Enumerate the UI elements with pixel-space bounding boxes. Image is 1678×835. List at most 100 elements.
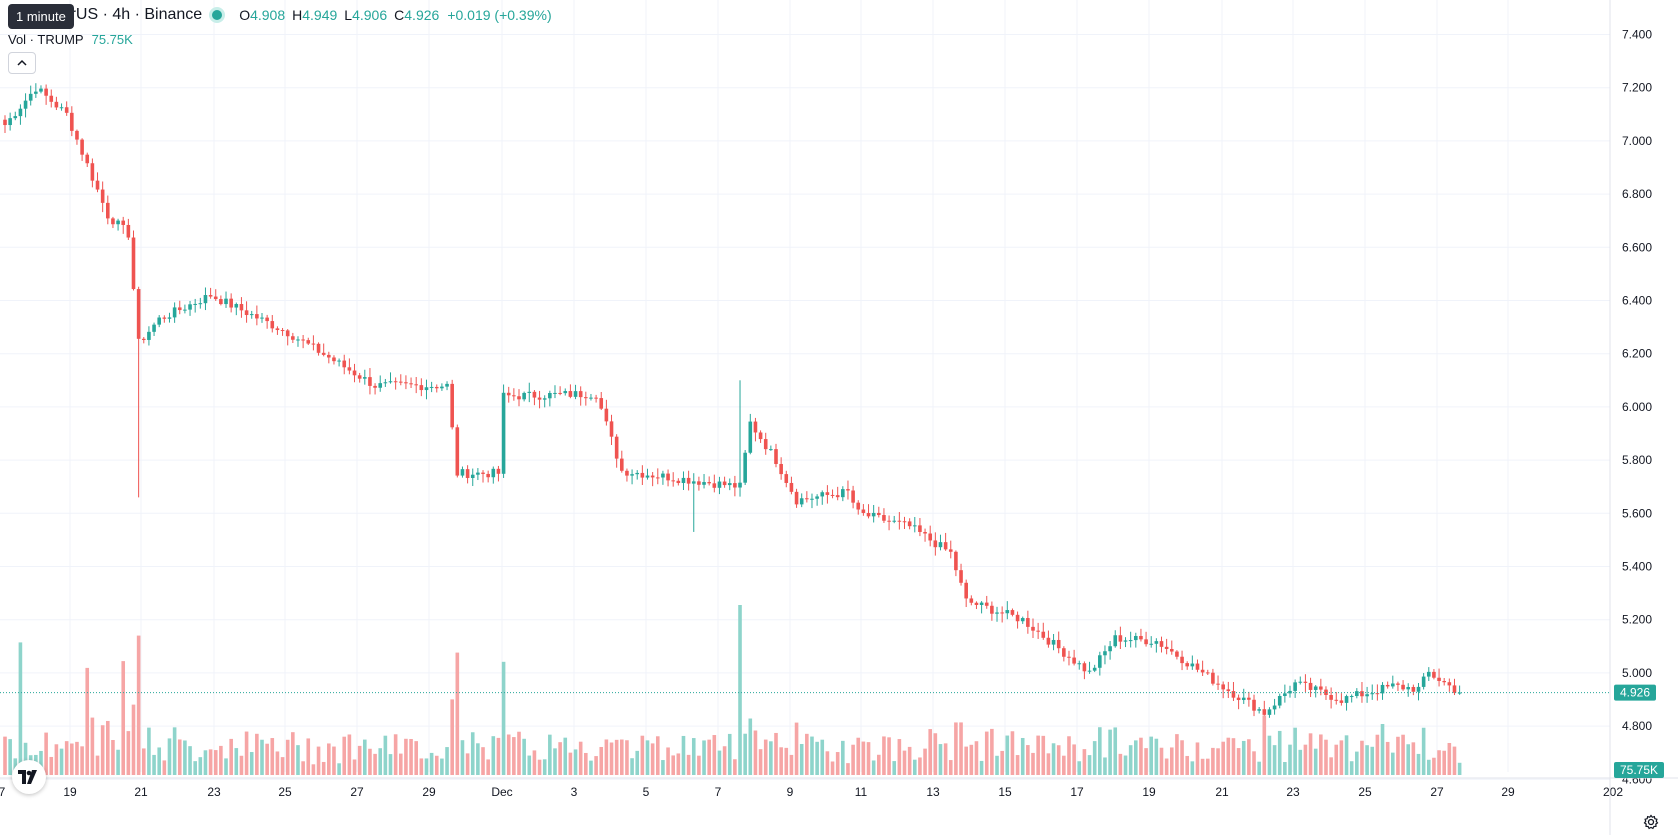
candle-body [938,542,943,548]
volume-bar [676,753,681,775]
volume-bar [841,740,845,775]
candle-body [1200,669,1205,673]
candle-body [419,385,424,391]
volume-bar [234,748,239,775]
candle-body [995,612,999,614]
candle-body [753,421,758,433]
volume-bar [1432,757,1436,775]
candle-body [34,91,38,94]
volume-bar [1247,739,1251,775]
gear-icon[interactable] [1640,811,1662,833]
volume-bar [542,759,547,775]
volume-bar [620,739,624,775]
candle-body [203,295,208,304]
collapse-legend-button[interactable] [8,52,36,74]
candle-body [1067,656,1071,658]
candle-body [280,330,285,332]
price-tick-label: 5.800 [1622,453,1652,467]
candle-body [512,395,516,397]
candle-body [758,432,763,440]
volume-bar [959,722,963,775]
volume-bar [984,731,989,775]
candle-body [645,475,650,478]
volume-bar [1416,753,1421,775]
candle-body [1010,610,1015,615]
candle-body [784,474,789,483]
volume-bar [8,739,12,775]
candle-body [1334,699,1339,701]
candle-body [213,296,218,300]
candle-body [470,474,475,478]
candle-body [984,602,989,606]
candle-body [1103,651,1107,656]
time-tick-label: 21 [1215,785,1229,799]
volume-bar [491,736,496,775]
volume-bar [722,746,727,775]
volume-bar [172,727,177,775]
volume-bar [1036,735,1040,775]
volume-bar [183,740,187,775]
volume-bar [1118,753,1123,775]
candle-body [177,307,182,311]
tradingview-logo-icon[interactable] [12,760,46,794]
volume-bar [871,760,876,775]
candle-body [825,492,830,495]
volume-bar [208,749,213,775]
volume-bar [563,737,568,775]
last-volume-label: 75.75K [1620,763,1658,777]
volume-bar [1313,748,1318,775]
volume-bar [1159,747,1164,775]
candle-body [1036,630,1040,632]
close-label: C [394,7,405,23]
volume-bar [1010,731,1015,775]
volume-bar [1283,762,1287,775]
volume-bar [599,746,604,775]
candle-body [496,468,501,474]
candle-body [311,343,316,345]
candle-body [357,375,362,379]
candle-body [640,472,645,478]
volume-bar [537,759,542,775]
candle-body [655,477,660,479]
volume-bar [23,742,28,775]
candle-body [979,602,984,605]
candle-body [568,391,573,397]
volume-bar [1169,747,1174,775]
volume-bar [224,758,228,775]
volume-bar [794,722,799,775]
candle-body [183,309,187,311]
candle-body [445,383,449,387]
volume-bar [1200,758,1205,775]
volume-bar [157,747,161,775]
volume-bar [167,738,172,775]
volume-bar [147,727,151,775]
volume-label[interactable]: Vol · TRUMP [8,32,84,47]
volume-bar [686,754,691,775]
volume-bar [856,737,861,775]
candle-body [918,525,922,532]
candle-body [1154,641,1159,644]
candle-body [321,352,326,355]
volume-bar [280,757,285,775]
volume-bar [892,761,897,775]
candle-body [954,551,958,571]
volume-bar [476,743,480,775]
volume-bar [1205,758,1210,775]
volume-bar [969,744,974,775]
candle-body [1277,696,1282,706]
volume-bar [352,759,357,775]
volume-bar [486,759,490,775]
candle-body [1406,687,1411,690]
volume-bar [249,752,254,775]
volume-bar [635,750,640,775]
candle-body [527,391,532,393]
high-label: H [292,7,303,23]
candle-body [111,218,115,225]
low-value: 4.906 [352,7,388,23]
candle-body [100,189,105,203]
volume-bar [866,742,871,775]
volume-bar [517,731,521,775]
candle-body [897,520,902,522]
volume-bar [1231,738,1236,775]
